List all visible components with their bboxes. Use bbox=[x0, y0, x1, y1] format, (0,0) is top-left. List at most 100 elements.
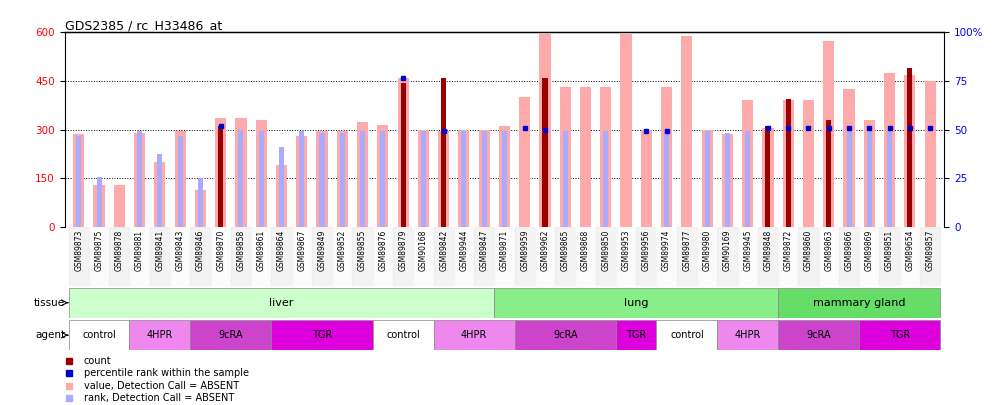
Text: GSM89855: GSM89855 bbox=[358, 230, 367, 271]
Bar bbox=[276, 165, 287, 227]
Bar bbox=[332, 227, 353, 286]
Bar bbox=[353, 227, 373, 286]
Bar bbox=[195, 190, 206, 227]
Bar bbox=[420, 131, 425, 227]
Bar bbox=[616, 320, 656, 350]
Bar bbox=[231, 227, 251, 286]
Bar bbox=[134, 133, 145, 227]
Text: control: control bbox=[670, 330, 704, 340]
Text: GSM89876: GSM89876 bbox=[379, 230, 388, 271]
Text: GSM89869: GSM89869 bbox=[865, 230, 874, 271]
Bar bbox=[519, 97, 530, 227]
Text: GSM89945: GSM89945 bbox=[744, 230, 752, 271]
Bar bbox=[555, 227, 576, 286]
Bar bbox=[920, 227, 940, 286]
Bar bbox=[398, 78, 409, 227]
Text: GSM89881: GSM89881 bbox=[135, 230, 144, 271]
Bar bbox=[337, 131, 348, 227]
Text: percentile rank within the sample: percentile rank within the sample bbox=[83, 369, 248, 378]
Bar bbox=[157, 154, 162, 227]
Bar bbox=[299, 131, 304, 227]
Text: GSM89867: GSM89867 bbox=[297, 230, 306, 271]
Text: GSM89864: GSM89864 bbox=[277, 230, 286, 271]
Text: 9cRA: 9cRA bbox=[219, 330, 244, 340]
Bar bbox=[129, 227, 150, 286]
Bar bbox=[664, 131, 669, 227]
Bar bbox=[178, 136, 183, 227]
Bar bbox=[414, 227, 433, 286]
Bar bbox=[560, 87, 571, 227]
Bar bbox=[340, 133, 345, 227]
Bar bbox=[864, 120, 875, 227]
Bar bbox=[296, 136, 307, 227]
Bar bbox=[190, 320, 271, 350]
Bar bbox=[316, 131, 328, 227]
Bar bbox=[93, 185, 104, 227]
Bar bbox=[702, 130, 713, 227]
Bar bbox=[218, 126, 224, 227]
Bar bbox=[738, 227, 757, 286]
Bar bbox=[705, 131, 710, 227]
Bar bbox=[401, 83, 406, 227]
Bar bbox=[279, 147, 284, 227]
Text: GSM89852: GSM89852 bbox=[338, 230, 347, 271]
Bar bbox=[154, 162, 165, 227]
Bar bbox=[482, 131, 487, 227]
Bar bbox=[819, 227, 839, 286]
Bar bbox=[474, 227, 494, 286]
Bar bbox=[798, 227, 819, 286]
Text: GSM89863: GSM89863 bbox=[824, 230, 833, 271]
Bar bbox=[616, 227, 636, 286]
Bar bbox=[762, 128, 773, 227]
Bar bbox=[69, 227, 88, 286]
Text: control: control bbox=[83, 330, 116, 340]
Bar bbox=[494, 227, 515, 286]
Text: TGR: TGR bbox=[626, 330, 646, 340]
Bar bbox=[255, 120, 266, 227]
Bar bbox=[847, 131, 852, 227]
Text: 4HPR: 4HPR bbox=[735, 330, 760, 340]
Text: GSM89841: GSM89841 bbox=[155, 230, 164, 271]
Text: mammary gland: mammary gland bbox=[813, 298, 906, 308]
Text: GSM89944: GSM89944 bbox=[459, 230, 468, 271]
Bar bbox=[433, 320, 515, 350]
Bar bbox=[600, 87, 611, 227]
Bar bbox=[69, 288, 494, 318]
Bar bbox=[681, 36, 693, 227]
Text: GSM89980: GSM89980 bbox=[703, 230, 712, 271]
Text: GSM89959: GSM89959 bbox=[520, 230, 529, 271]
Bar bbox=[823, 40, 834, 227]
Text: liver: liver bbox=[269, 298, 293, 308]
Bar bbox=[458, 130, 469, 227]
Bar bbox=[502, 131, 507, 227]
Bar bbox=[757, 227, 778, 286]
Bar bbox=[271, 320, 373, 350]
Text: GDS2385 / rc_H33486_at: GDS2385 / rc_H33486_at bbox=[65, 19, 222, 32]
Text: GSM89851: GSM89851 bbox=[885, 230, 894, 271]
Bar bbox=[137, 131, 142, 227]
Bar bbox=[884, 73, 896, 227]
Bar bbox=[859, 227, 880, 286]
Bar bbox=[778, 288, 940, 318]
Text: lung: lung bbox=[624, 298, 648, 308]
Bar bbox=[515, 320, 616, 350]
Bar bbox=[88, 227, 109, 286]
Bar bbox=[887, 131, 892, 227]
Text: GSM89842: GSM89842 bbox=[439, 230, 448, 271]
Bar bbox=[433, 227, 454, 286]
Text: GSM89962: GSM89962 bbox=[541, 230, 550, 271]
Bar bbox=[718, 320, 778, 350]
Bar bbox=[312, 227, 332, 286]
Bar bbox=[900, 227, 920, 286]
Text: GSM89849: GSM89849 bbox=[317, 230, 327, 271]
Bar bbox=[867, 131, 872, 227]
Bar bbox=[373, 320, 433, 350]
Bar bbox=[494, 288, 778, 318]
Bar bbox=[271, 227, 291, 286]
Bar bbox=[215, 118, 227, 227]
Bar bbox=[803, 100, 814, 227]
Bar bbox=[778, 227, 798, 286]
Bar bbox=[778, 320, 859, 350]
Bar bbox=[743, 100, 753, 227]
Bar bbox=[859, 320, 940, 350]
